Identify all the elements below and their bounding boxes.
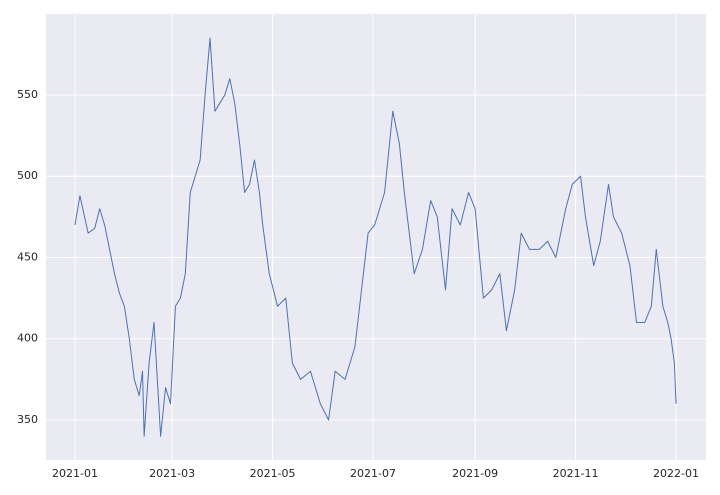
- y-tick-label: 400: [17, 332, 38, 345]
- y-tick-label: 450: [17, 250, 38, 263]
- x-tick-label: 2021-03: [149, 467, 195, 480]
- x-tick-label: 2022-01: [653, 467, 699, 480]
- plot-area: [46, 14, 706, 460]
- line-series: [74, 37, 677, 437]
- x-tick-label: 2021-01: [52, 467, 98, 480]
- x-tick-label: 2021-05: [250, 467, 296, 480]
- x-tick-label: 2021-07: [350, 467, 396, 480]
- y-tick-label: 550: [17, 88, 38, 101]
- y-tick-label: 500: [17, 169, 38, 182]
- x-tick-label: 2021-09: [452, 467, 498, 480]
- x-tick-label: 2021-11: [553, 467, 599, 480]
- y-tick-label: 350: [17, 413, 38, 426]
